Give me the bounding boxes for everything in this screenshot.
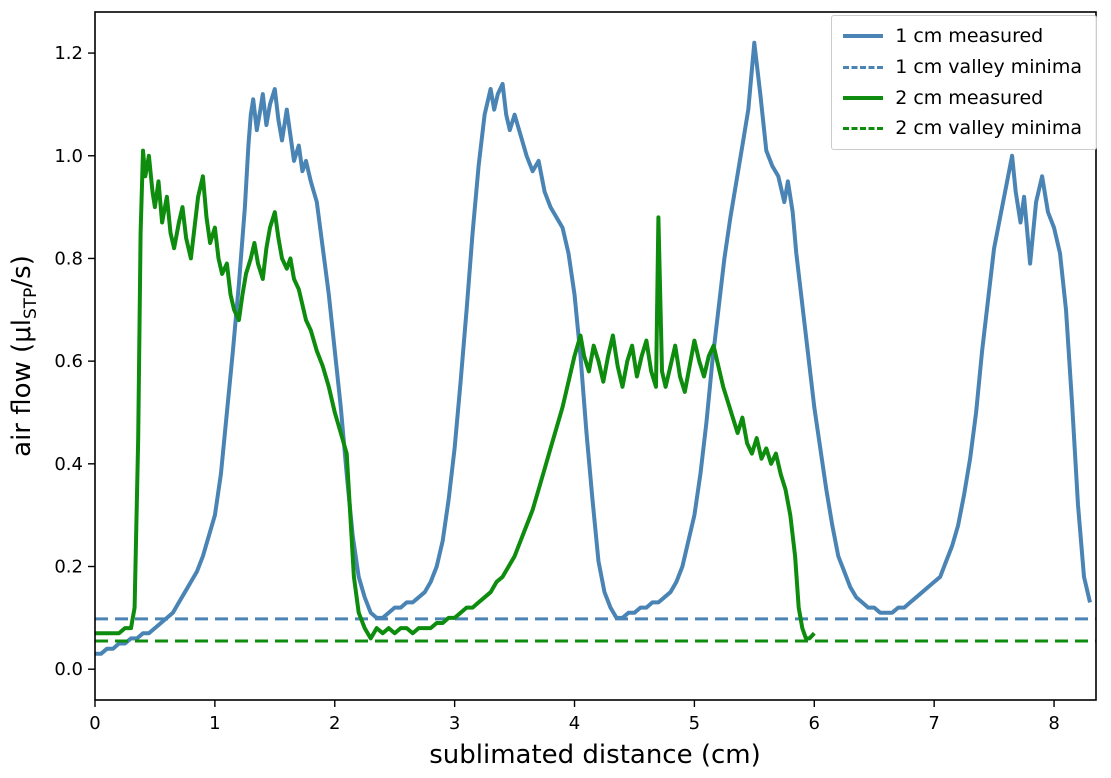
legend-line-swatch [843, 95, 884, 100]
x-tick-label: 1 [209, 713, 220, 734]
y-tick-label: 0.0 [54, 659, 83, 680]
y-axis-label: air flow (μlSTP/s) [7, 255, 41, 457]
x-tick-label: 5 [689, 713, 700, 734]
y-axis-label-sub: STP [21, 287, 42, 320]
y-tick-label: 0.4 [54, 454, 83, 475]
legend-line-swatch [843, 127, 884, 131]
y-tick-label: 0.2 [54, 557, 83, 578]
legend-label: 1 cm measured [895, 25, 1044, 47]
y-axis-label-post: /s) [6, 255, 37, 288]
x-tick-label: 3 [449, 713, 460, 734]
x-tick-label: 8 [1048, 713, 1059, 734]
series-line-0 [95, 40, 1092, 656]
legend-label: 2 cm valley minima [895, 117, 1082, 140]
x-tick-label: 0 [89, 713, 100, 734]
y-tick-label: 1.0 [54, 146, 83, 167]
x-axis-label: sublimated distance (cm) [429, 740, 761, 770]
series-line-2 [95, 148, 816, 641]
x-tick-label: 4 [569, 713, 580, 734]
legend-label: 2 cm measured [895, 86, 1044, 109]
legend-line-swatch [843, 65, 884, 69]
legend-entry-3: 2 cm valley minima [843, 117, 1082, 140]
y-axis-label-pre: air flow (μl [6, 319, 37, 457]
legend-entry-2: 2 cm measured [843, 87, 1082, 110]
legend-line-swatch [843, 34, 884, 39]
x-tick-label: 2 [329, 713, 340, 734]
x-tick-label: 6 [809, 713, 820, 734]
y-tick-label: 0.8 [54, 248, 83, 269]
legend-entry-0: 1 cm measured [843, 25, 1082, 48]
y-tick-label: 1.2 [54, 43, 83, 64]
x-tick-label: 7 [928, 713, 939, 734]
legend-label: 1 cm valley minima [895, 55, 1082, 78]
legend-entry-1: 1 cm valley minima [843, 56, 1082, 79]
legend: 1 cm measured 1 cm valley minima 2 cm meas… [831, 15, 1097, 151]
axes-spines [94, 11, 1097, 701]
y-tick-label: 0.6 [54, 351, 83, 372]
